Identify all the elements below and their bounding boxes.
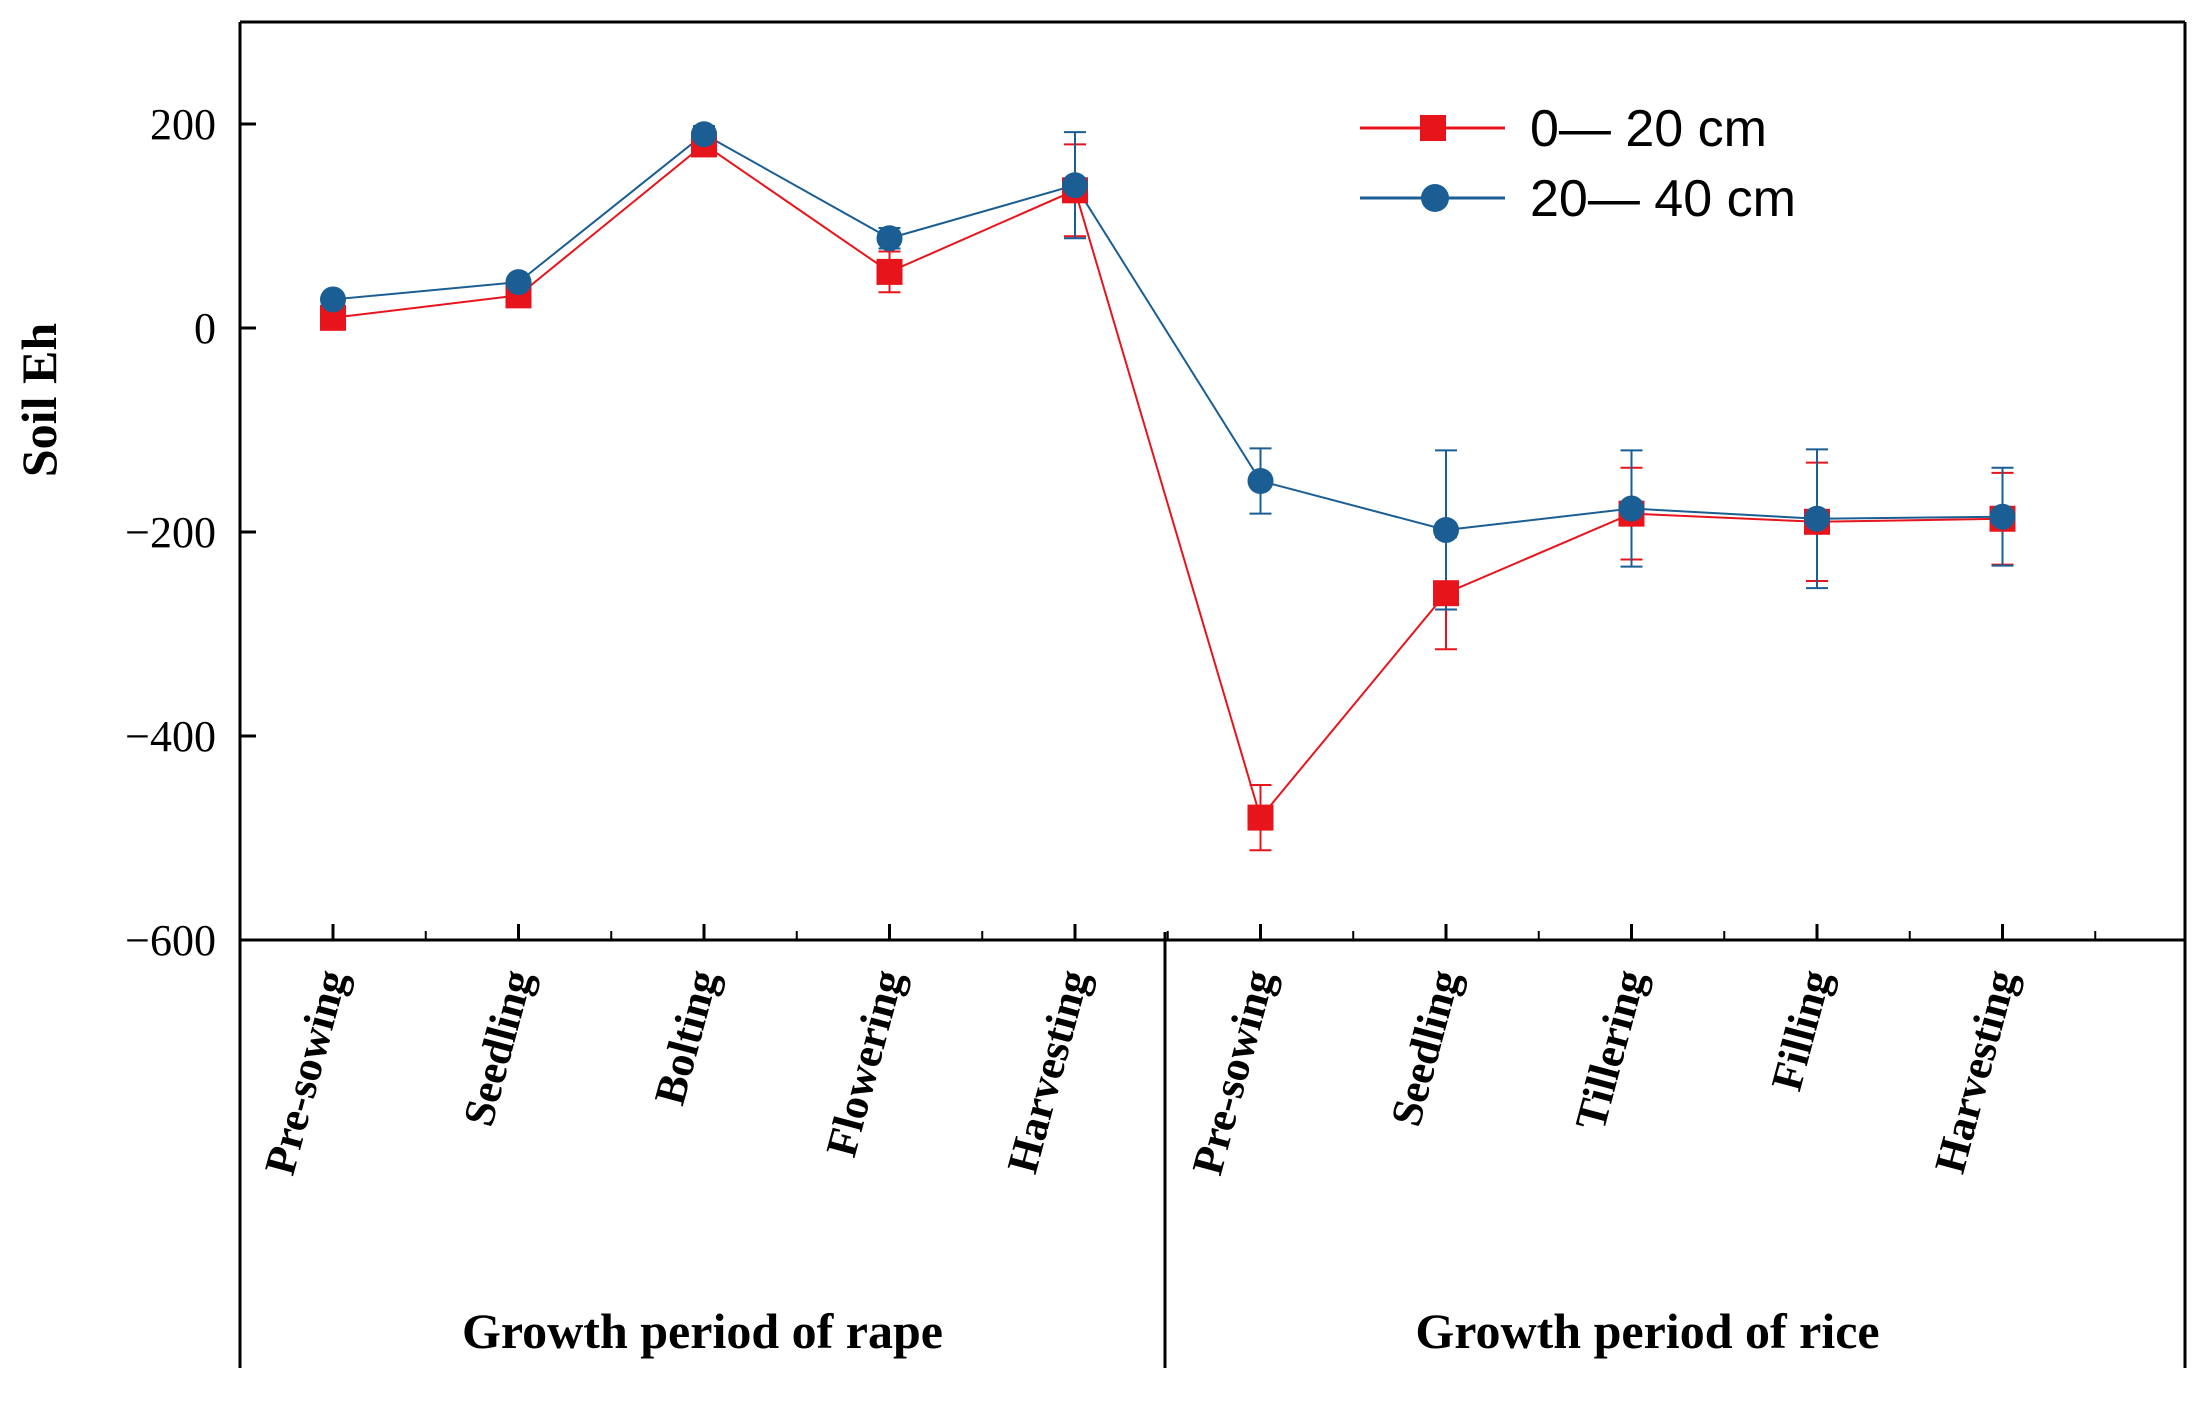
x-category-label: Seedling <box>454 965 542 1131</box>
legend-label-series-1: 0— 20 cm <box>1530 100 1767 158</box>
group-label-1: Growth period of rape <box>462 1303 943 1359</box>
x-category-label: Bolting <box>645 965 728 1110</box>
y-tick-label: 200 <box>150 100 216 149</box>
x-category-label: Pre-sowing <box>1183 965 1285 1180</box>
data-point-circle <box>876 225 903 252</box>
x-category-label: Harvesting <box>998 965 1099 1178</box>
y-tick-label: 0 <box>194 304 216 353</box>
data-point-circle <box>691 121 717 148</box>
x-category-label: Tillering <box>1566 965 1656 1135</box>
data-point-circle <box>320 286 346 313</box>
legend-marker-series-1 <box>1420 115 1446 141</box>
legend: 0— 20 cm 20— 40 cm <box>1360 100 1796 228</box>
data-point-circle <box>1804 505 1830 532</box>
y-axis-title: Soil Eh <box>11 323 67 477</box>
data-point-square <box>876 258 903 285</box>
y-tick-label: −400 <box>125 712 216 761</box>
y-tick-label: −600 <box>125 916 216 965</box>
series-line-1 <box>332 143 2003 820</box>
legend-label-series-2: 20— 40 cm <box>1530 170 1796 228</box>
data-point-square <box>1247 804 1274 831</box>
x-category-label: Filling <box>1762 965 1841 1096</box>
legend-marker-series-2 <box>1421 184 1449 212</box>
data-point-circle <box>1433 516 1459 543</box>
group-label-2: Growth period of rice <box>1415 1303 1879 1359</box>
x-category-label: Harvesting <box>1925 965 2026 1178</box>
data-point-circle <box>1989 503 2016 530</box>
x-category-label: Flowering <box>816 965 913 1162</box>
data-point-circle <box>505 269 532 296</box>
data-point-circle <box>1618 495 1645 522</box>
data-point-circle <box>1247 468 1274 494</box>
series-line-2 <box>332 132 2003 531</box>
data-point-circle <box>1062 172 1088 199</box>
x-category-label: Seedling <box>1381 965 1469 1131</box>
y-tick-label: −200 <box>125 508 216 557</box>
x-category-label: Pre-sowing <box>255 965 357 1180</box>
data-point-square <box>1433 580 1459 607</box>
